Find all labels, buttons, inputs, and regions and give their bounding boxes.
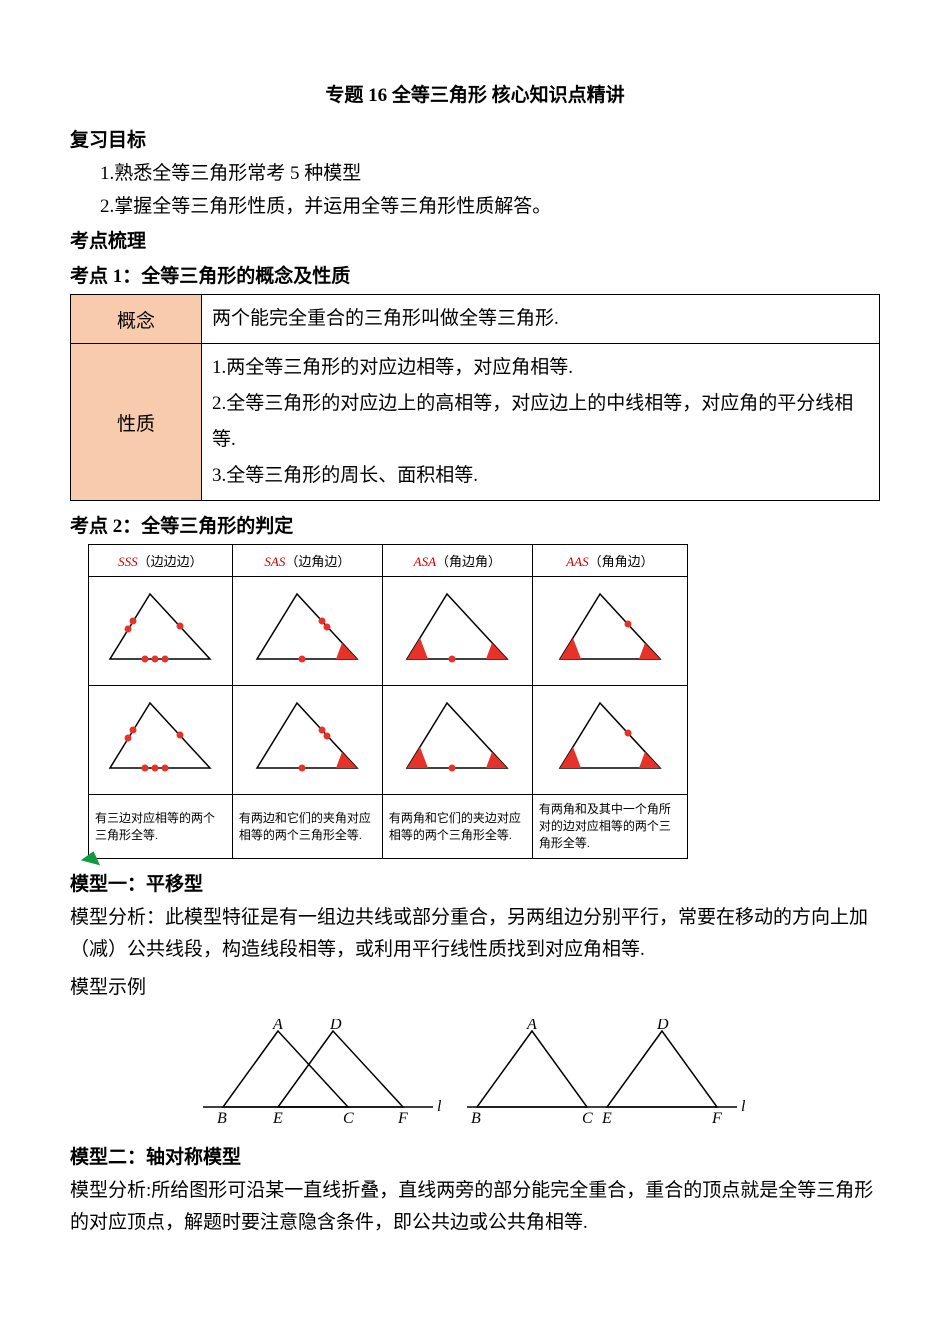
col-header-asa: ASA（角边角） — [382, 545, 532, 577]
svg-text:D: D — [329, 1019, 342, 1033]
svg-text:l: l — [741, 1098, 746, 1115]
table-row: 性质 1.两全等三角形的对应边相等，对应角相等. 2.全等三角形的对应边上的高相… — [71, 344, 880, 501]
diagram-overlap: A D B E C F l — [193, 1019, 453, 1129]
desc-sas: 有两边和它们的夹角对应相等的两个三角形全等. — [232, 795, 382, 858]
row-label-properties: 性质 — [71, 344, 202, 501]
table-row: 概念 两个能完全重合的三角形叫做全等三角形. — [71, 295, 880, 344]
goal-2: 2.掌握全等三角形性质，并运用全等三角形性质解答。 — [100, 191, 880, 218]
model1-diagrams: A D B E C F l A D B C E F l — [70, 1019, 880, 1134]
col-header-aas: AAS（角角边） — [532, 545, 687, 577]
svg-text:E: E — [272, 1110, 283, 1127]
table-row: SSS（边边边） SAS（边角边） ASA（角边角） AAS（角角边） — [89, 545, 688, 577]
goal-1: 1.熟悉全等三角形常考 5 种模型 — [100, 158, 880, 185]
svg-text:B: B — [217, 1110, 227, 1127]
concept-table: 概念 两个能完全重合的三角形叫做全等三角形. 性质 1.两全等三角形的对应边相等… — [70, 294, 880, 501]
table-row: 有三边对应相等的两个三角形全等. 有两边和它们的夹角对应相等的两个三角形全等. … — [89, 795, 688, 858]
row-text-concept: 两个能完全重合的三角形叫做全等三角形. — [202, 295, 880, 344]
row-label-concept: 概念 — [71, 295, 202, 344]
prop-line-3: 3.全等三角形的周长、面积相等. — [212, 458, 869, 494]
triangle-asa-1 — [382, 577, 532, 686]
judgment-table-wrap: SSS（边边边） SAS（边角边） ASA（角边角） AAS（角角边） — [88, 544, 688, 858]
model1-text: 模型分析：此模型特征是有一组边共线或部分重合，另两组边分别平行，常要在移动的方向… — [70, 902, 880, 967]
table-row — [89, 686, 688, 795]
svg-text:A: A — [526, 1019, 537, 1033]
diagram-separate: A D B C E F l — [457, 1019, 757, 1129]
desc-sss: 有三边对应相等的两个三角形全等. — [89, 795, 233, 858]
heading-points: 考点梳理 — [70, 226, 880, 253]
svg-text:C: C — [343, 1110, 354, 1127]
svg-text:B: B — [471, 1110, 481, 1127]
heading-point2: 考点 2：全等三角形的判定 — [70, 511, 880, 538]
page-title: 专题 16 全等三角形 核心知识点精讲 — [70, 80, 880, 107]
triangle-sss-1 — [89, 577, 233, 686]
triangle-asa-2 — [382, 686, 532, 795]
heading-point1: 考点 1：全等三角形的概念及性质 — [70, 261, 880, 288]
col-header-sas: SAS（边角边） — [232, 545, 382, 577]
triangle-sas-1 — [232, 577, 382, 686]
triangle-aas-1 — [532, 577, 687, 686]
triangle-sas-2 — [232, 686, 382, 795]
svg-text:A: A — [272, 1019, 283, 1033]
row-text-properties: 1.两全等三角形的对应边相等，对应角相等. 2.全等三角形的对应边上的高相等，对… — [202, 344, 880, 501]
heading-goals: 复习目标 — [70, 125, 880, 152]
svg-text:F: F — [711, 1110, 722, 1127]
document-page: 专题 16 全等三角形 核心知识点精讲 复习目标 1.熟悉全等三角形常考 5 种… — [0, 0, 950, 1344]
heading-model2: 模型二：轴对称模型 — [70, 1142, 880, 1169]
judgment-table: SSS（边边边） SAS（边角边） ASA（角边角） AAS（角角边） — [88, 544, 688, 858]
heading-model1: 模型一：平移型 — [70, 869, 880, 896]
triangle-aas-2 — [532, 686, 687, 795]
desc-aas: 有两角和及其中一个角所对的边对应相等的两个三角形全等. — [532, 795, 687, 858]
triangle-sss-2 — [89, 686, 233, 795]
desc-asa: 有两角和它们的夹边对应相等的两个三角形全等. — [382, 795, 532, 858]
svg-text:l: l — [437, 1098, 442, 1115]
prop-line-1: 1.两全等三角形的对应边相等，对应角相等. — [212, 350, 869, 386]
table-row — [89, 577, 688, 686]
model1-example-label: 模型示例 — [70, 972, 880, 1004]
svg-text:F: F — [397, 1110, 408, 1127]
svg-text:C: C — [582, 1110, 593, 1127]
prop-line-2: 2.全等三角形的对应边上的高相等，对应边上的中线相等，对应角的平分线相等. — [212, 386, 869, 458]
svg-text:D: D — [656, 1019, 669, 1033]
svg-text:E: E — [601, 1110, 612, 1127]
col-header-sss: SSS（边边边） — [89, 545, 233, 577]
model2-text: 模型分析:所给图形可沿某一直线折叠，直线两旁的部分能完全重合，重合的顶点就是全等… — [70, 1175, 880, 1240]
